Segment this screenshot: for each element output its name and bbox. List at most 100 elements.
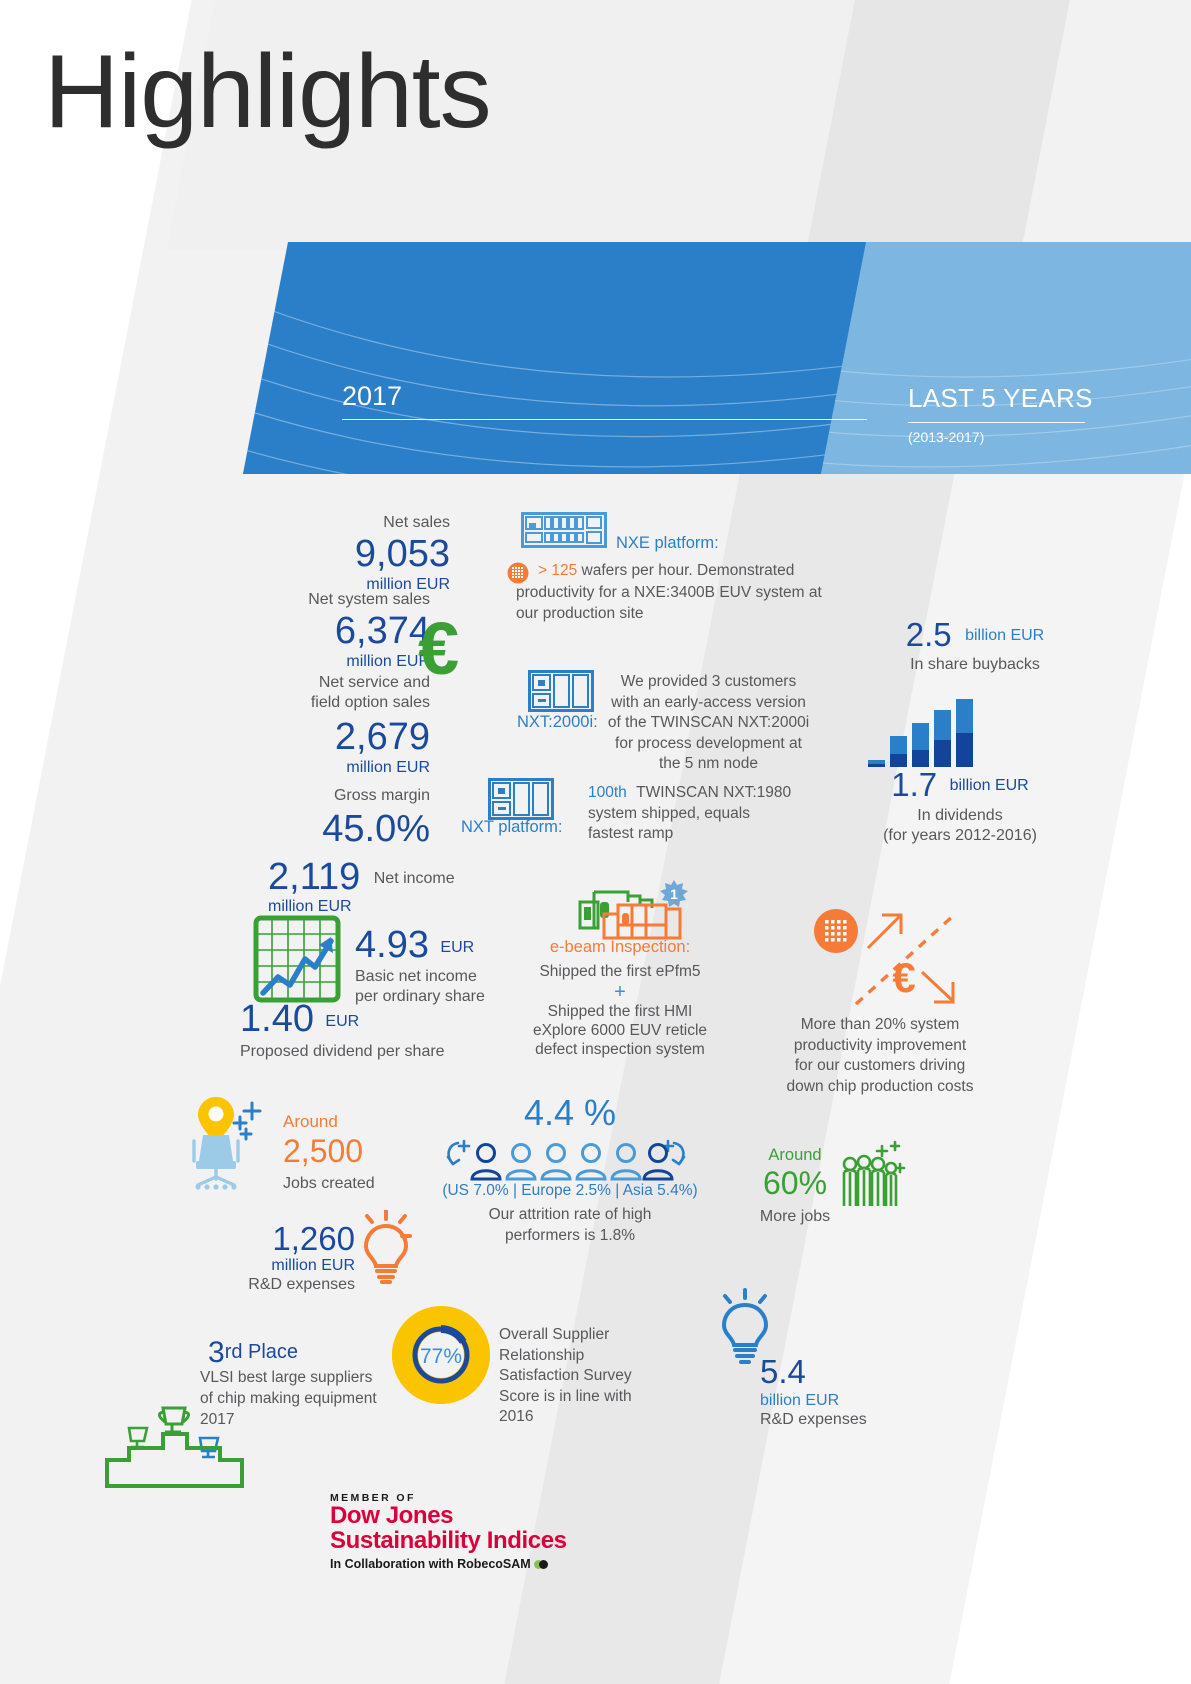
dividend-value: 1.40 (240, 998, 314, 1040)
nxt-heading: NXT platform: (461, 818, 563, 836)
nxt2000i-text-5: the 5 nm node (658, 755, 759, 773)
ebeam-heading: e-beam Inspection: (549, 938, 691, 956)
supplier-survey-donut: 77% (391, 1305, 491, 1410)
banner-rule-left (342, 419, 867, 420)
supplier-survey-percent-text: 77% (420, 1345, 462, 1368)
nxt-machine-icon (488, 778, 554, 825)
euro-symbol-icon: € (414, 607, 492, 695)
people-group-icon (838, 1140, 908, 1217)
wafer-dot-icon (507, 562, 529, 589)
attrition-note-2: performers is 1.8% (504, 1227, 636, 1244)
net-service-unit: million EUR (346, 758, 430, 776)
survey-line-2: Relationship (499, 1346, 585, 1364)
survey-line-3: Satisfaction Survey (499, 1367, 632, 1385)
swoosh-decoration-right (820, 242, 1191, 474)
nxt2000i-heading: NXT:2000i: (517, 713, 598, 731)
robecosam-dot-dark (538, 1559, 548, 1569)
banner-years-range: (2013-2017) (908, 429, 985, 445)
djsi-line-3: In Collaboration with RobecoSAM (330, 1557, 580, 1571)
podium-trophies-icon (105, 1400, 245, 1495)
nxe-text-1: wafers per hour. Demonstrated (581, 562, 795, 579)
eps-unit: EUR (440, 939, 475, 956)
vlsi-rank-number: 3 (208, 1336, 225, 1369)
buybacks-value: 2.5 (905, 616, 952, 653)
djsi-member-of: MEMBER OF (330, 1492, 416, 1504)
dividend-label: Proposed dividend per share (240, 1043, 445, 1060)
jobs-value: 2,500 (283, 1133, 364, 1169)
office-chair-icon (188, 1095, 274, 1195)
net-sales-unit: million EUR (366, 576, 450, 594)
nxt2000i-machine-icon (528, 670, 594, 717)
productivity-text-1: More than 20% system (800, 1016, 960, 1033)
year-banner (0, 242, 1191, 474)
buybacks-label: In share buybacks (910, 656, 1040, 673)
more-jobs-label: More jobs (759, 1207, 831, 1225)
ebeam-text-1: Shipped the first ePfm5 (539, 963, 701, 980)
rd-bulb-icon (358, 1209, 414, 1291)
survey-line-4: Score is in line with (499, 1387, 632, 1405)
banner-main-panel (242, 242, 869, 474)
attrition-note-1: Our attrition rate of high (488, 1206, 652, 1223)
eps-label-1: Basic net income (355, 968, 477, 985)
jobs-around-label: Around (283, 1112, 338, 1131)
productivity-text-2: productivity improvement (793, 1036, 967, 1054)
rd-value: 1,260 (272, 1220, 355, 1257)
net-system-sales-unit: million EUR (346, 653, 430, 671)
buybacks-unit: billion EUR (965, 627, 1045, 644)
eps-label-2: per ordinary share (355, 988, 485, 1006)
dividends-label-2: (for years 2012-2016) (883, 827, 1037, 845)
productivity-text-4: down chip production costs (786, 1077, 974, 1095)
dividends-bar-chart (866, 690, 976, 775)
net-service-value: 2,679 (334, 715, 430, 758)
robecosam-dot-green (533, 1559, 543, 1569)
net-service-label-2: field option sales (310, 694, 430, 712)
gross-margin-value: 45.0% (322, 808, 430, 851)
nxt-text-3: fastest ramp (588, 825, 674, 843)
rd-value-5y: 5.4 (760, 1353, 806, 1390)
net-income-value: 2,119 (268, 856, 361, 898)
growth-chart-icon (253, 915, 341, 1008)
net-sales-value: 9,053 (354, 533, 450, 576)
net-sales-label: Net sales (383, 514, 450, 531)
nxt2000i-text-4: for process development at (615, 734, 802, 752)
people-row-icon (442, 1135, 692, 1188)
djsi-line-1: Dow Jones (330, 1502, 454, 1529)
vlsi-line-2: of chip making equipment (200, 1390, 377, 1407)
ebeam-text-4: defect inspection system (535, 1041, 705, 1058)
vlsi-line-3: 2017 (200, 1411, 235, 1428)
banner-last5-label: LAST 5 YEARS (908, 383, 1093, 413)
djsi-logo: MEMBER OF Dow Jones Sustainability Indic… (330, 1492, 580, 1571)
swoosh-decoration (242, 242, 869, 474)
banner-year-label: 2017 (342, 381, 403, 411)
nxt-text-1: TWINSCAN NXT:1980 (636, 784, 792, 801)
survey-line-1: Overall Supplier (499, 1326, 610, 1343)
ebeam-plus: + (614, 981, 626, 1003)
rd-label: R&D expenses (248, 1276, 355, 1293)
ebeam-icon: 1 (570, 880, 690, 947)
nxe-text-3: our production site (516, 605, 644, 622)
nxt2000i-text-2: with an early-access version (611, 693, 806, 711)
jobs-label: Jobs created (283, 1175, 375, 1193)
banner-rule-right (908, 422, 1085, 423)
more-jobs-value: 60% (762, 1165, 828, 1201)
dividends-unit: billion EUR (949, 777, 1029, 794)
net-service-label-1: Net service and (318, 674, 430, 691)
attrition-value: 4.4 % (523, 1092, 617, 1133)
productivity-icon: € (806, 905, 976, 1015)
survey-line-5: 2016 (499, 1408, 534, 1426)
djsi-line-2: Sustainability Indices (330, 1526, 567, 1554)
dividends-label-1: In dividends (917, 807, 1003, 824)
nxt-highlight: 100th (588, 784, 627, 801)
nxt2000i-text-1: We provided 3 customers (620, 673, 797, 690)
net-income-label: Net income (373, 870, 455, 887)
nxe-highlight: > 125 (538, 562, 578, 579)
net-system-sales-label: Net system sales (308, 591, 430, 608)
banner-right-panel (820, 242, 1191, 474)
rd-unit-5y: billion EUR (760, 1392, 840, 1409)
vlsi-line-1: VLSI best large suppliers (200, 1369, 373, 1386)
vlsi-rank-suffix: rd Place (224, 1341, 299, 1363)
nxe-machine-icon (521, 512, 607, 553)
rd-bulb-icon-right (716, 1288, 774, 1371)
more-jobs-around: Around (768, 1146, 822, 1164)
